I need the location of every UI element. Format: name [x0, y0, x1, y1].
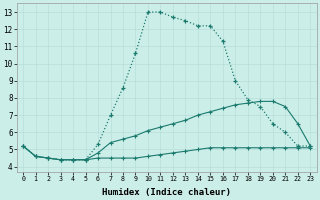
X-axis label: Humidex (Indice chaleur): Humidex (Indice chaleur) [102, 188, 231, 197]
